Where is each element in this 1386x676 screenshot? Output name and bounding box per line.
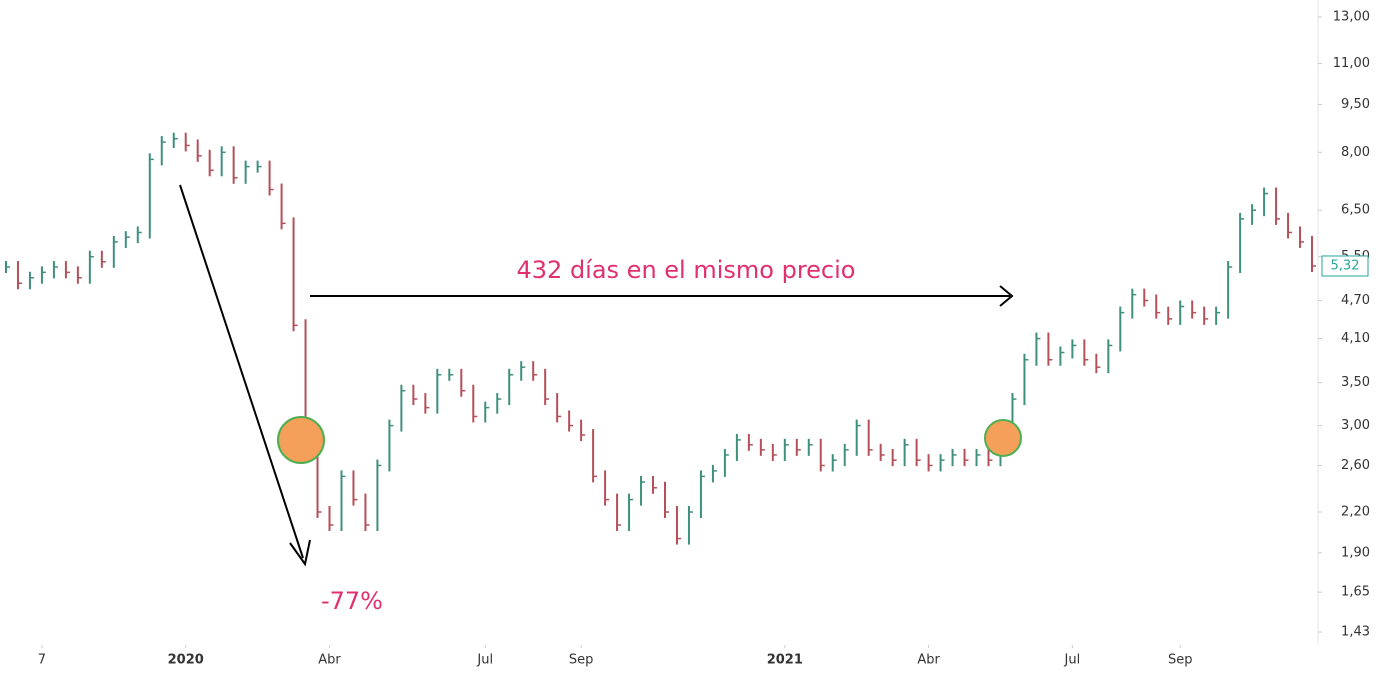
x-tick-label: Sep (569, 653, 594, 668)
y-tick-label: 3,50 (1341, 375, 1370, 390)
x-tick-label: Jul (476, 653, 493, 668)
marker-circle (984, 419, 1022, 457)
y-tick-label: 11,00 (1333, 56, 1370, 71)
annotation: -77% (321, 587, 383, 615)
x-tick-label: 2020 (168, 653, 204, 668)
y-tick-label: 6,50 (1341, 203, 1370, 218)
last-price-label: 5,32 (1331, 258, 1360, 273)
drop-arrow-head (289, 539, 311, 567)
x-tick-label: Abr (318, 653, 341, 668)
x-tick-label: Sep (1168, 653, 1193, 668)
x-tick-label: Abr (917, 653, 940, 668)
y-tick-label: 9,50 (1341, 97, 1370, 112)
drop-arrow (179, 184, 304, 559)
annotation: 432 días en el mismo precio (517, 256, 856, 284)
y-tick-label: 1,90 (1341, 545, 1370, 560)
y-tick-label: 1,43 (1341, 625, 1370, 640)
y-tick-label: 8,00 (1341, 145, 1370, 160)
y-tick-label: 2,60 (1341, 458, 1370, 473)
flat-arrow-head (999, 285, 1014, 307)
y-tick-label: 4,70 (1341, 293, 1370, 308)
last-price-box (1321, 255, 1369, 277)
y-tick-label: 13,00 (1333, 10, 1370, 25)
x-tick-label: 2021 (767, 653, 803, 668)
y-tick-label: 1,65 (1341, 585, 1370, 600)
y-tick-label: 3,00 (1341, 418, 1370, 433)
y-tick-label: 2,20 (1341, 505, 1370, 520)
x-tick-label: Jul (1064, 653, 1081, 668)
y-tick-label: 4,10 (1341, 331, 1370, 346)
x-tick-label: 7 (38, 653, 46, 668)
marker-circle (277, 416, 325, 464)
